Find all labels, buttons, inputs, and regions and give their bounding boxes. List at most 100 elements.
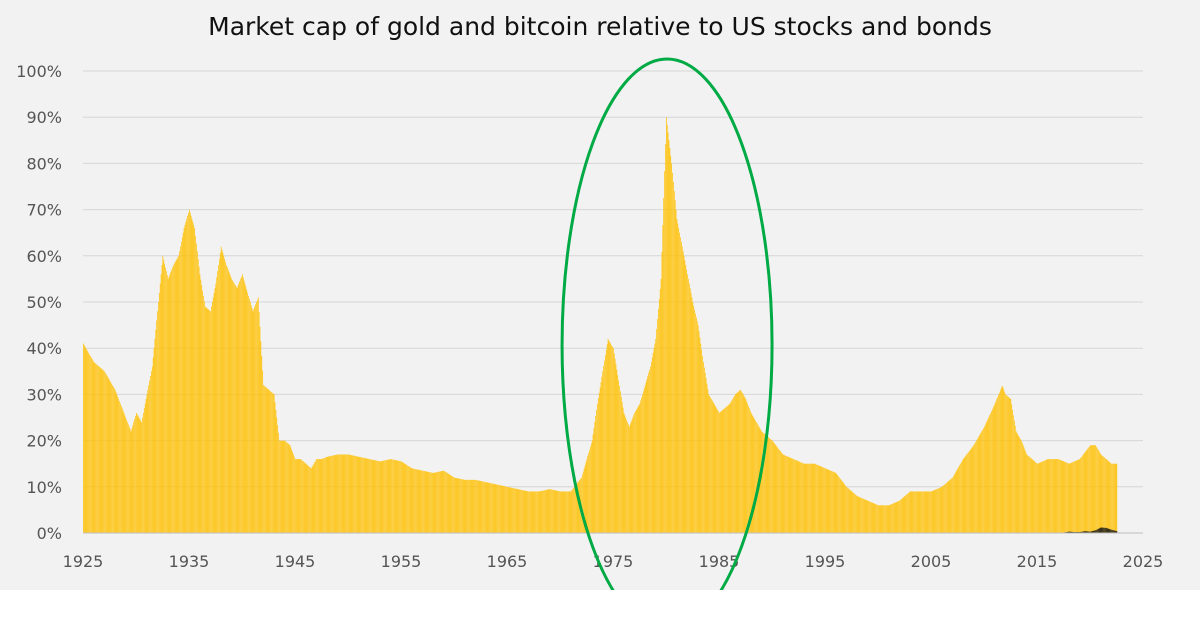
gold-bar <box>832 471 833 533</box>
gold-bar <box>287 443 289 533</box>
gold-bar <box>420 470 422 533</box>
gold-bar <box>659 288 661 533</box>
gold-bar <box>346 454 347 533</box>
gold-bar <box>217 271 218 533</box>
gold-bar <box>401 461 402 533</box>
gold-bar <box>144 403 146 533</box>
gold-bar <box>249 298 250 533</box>
gold-bar <box>384 460 385 533</box>
gold-bar <box>471 479 473 533</box>
gold-bar <box>1026 454 1028 533</box>
gold-bar <box>271 392 272 533</box>
gold-bar <box>630 422 632 533</box>
gold-bar <box>290 447 292 533</box>
gold-bar <box>1028 456 1029 533</box>
gold-bar <box>689 288 691 533</box>
gold-bar <box>95 363 97 533</box>
gold-bar <box>100 368 102 533</box>
gold-bar <box>1019 437 1021 533</box>
gold-bar <box>1070 462 1072 533</box>
gold-bar <box>396 460 398 533</box>
gold-bar <box>662 225 664 533</box>
gold-bar <box>524 490 526 533</box>
gold-bar <box>550 489 551 533</box>
gold-bar <box>874 503 876 533</box>
highlight-ellipse <box>560 57 774 590</box>
gold-bar <box>449 474 451 533</box>
gold-bar <box>934 489 936 533</box>
gold-bar <box>566 491 567 533</box>
gold-bar <box>880 505 882 533</box>
gold-bar <box>991 411 992 533</box>
gold-bar <box>625 417 627 533</box>
gold-bar <box>283 440 285 533</box>
gold-bar <box>521 489 522 533</box>
gold-bar <box>431 472 432 533</box>
gold-bar <box>296 459 298 533</box>
gold-bar <box>692 302 694 533</box>
gold-bar <box>734 394 736 533</box>
gold-bar <box>370 459 371 533</box>
gold-bar <box>991 409 993 533</box>
gold-bar <box>226 265 227 533</box>
gold-bar <box>1044 460 1046 533</box>
gold-bar <box>962 459 964 533</box>
gold-bar <box>650 362 652 533</box>
gold-bar <box>935 489 937 533</box>
gold-bar <box>979 434 981 533</box>
gold-bar <box>154 338 156 533</box>
gold-bar <box>597 403 598 533</box>
gold-bar <box>735 393 737 533</box>
gold-bar <box>728 404 730 533</box>
gold-bar <box>303 462 305 533</box>
gold-bar <box>275 409 277 533</box>
bitcoin-bar <box>1106 528 1108 533</box>
gold-bar <box>181 241 182 533</box>
gold-bar <box>950 479 952 533</box>
gold-bar <box>142 417 143 533</box>
gold-bar <box>764 434 766 533</box>
gold-bar <box>1046 459 1048 533</box>
gold-bar <box>893 503 894 533</box>
gold-bar <box>368 458 370 533</box>
gold-bar <box>104 371 105 533</box>
gold-bar <box>121 408 123 533</box>
gold-bar <box>980 432 982 533</box>
gold-bar <box>1043 461 1044 533</box>
gold-bar <box>687 274 688 533</box>
gold-bar <box>582 474 583 533</box>
gold-bar <box>474 479 476 533</box>
gold-bar <box>178 255 180 534</box>
gold-bar <box>859 497 861 533</box>
gold-bar <box>558 491 559 533</box>
gold-bar <box>789 457 791 533</box>
gold-bar <box>946 482 947 533</box>
gold-bar <box>590 443 592 533</box>
gold-bar <box>553 490 555 533</box>
gold-bar <box>586 459 588 533</box>
gold-bar <box>385 460 386 533</box>
gold-bar <box>856 496 858 533</box>
gold-bar <box>445 471 446 533</box>
gold-bar <box>117 396 119 533</box>
gold-bar <box>959 465 960 533</box>
gold-bar <box>530 491 532 533</box>
gold-bar <box>261 355 263 533</box>
gold-bar <box>794 459 795 533</box>
gold-bar <box>694 309 695 533</box>
gold-bar <box>975 442 976 533</box>
gold-bar <box>887 505 889 533</box>
gold-bar <box>537 491 539 533</box>
gold-bar <box>93 362 95 533</box>
gold-bar <box>289 445 291 533</box>
gold-bar <box>809 463 811 533</box>
gold-bar <box>457 478 459 533</box>
gold-bar <box>499 485 500 533</box>
gold-bar <box>605 349 607 533</box>
gold-bar <box>937 488 938 533</box>
gold-bar <box>707 389 709 533</box>
gold-bar <box>928 491 930 533</box>
gold-bar <box>548 489 550 533</box>
gold-bar <box>641 397 642 533</box>
x-tick-label: 1955 <box>381 552 422 571</box>
